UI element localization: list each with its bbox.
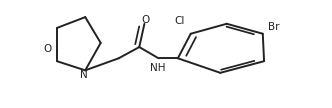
Text: O: O bbox=[141, 15, 150, 25]
Text: N: N bbox=[80, 70, 87, 80]
Text: O: O bbox=[44, 44, 52, 54]
Text: NH: NH bbox=[150, 63, 166, 73]
Text: Cl: Cl bbox=[175, 16, 185, 26]
Text: Br: Br bbox=[268, 22, 279, 32]
